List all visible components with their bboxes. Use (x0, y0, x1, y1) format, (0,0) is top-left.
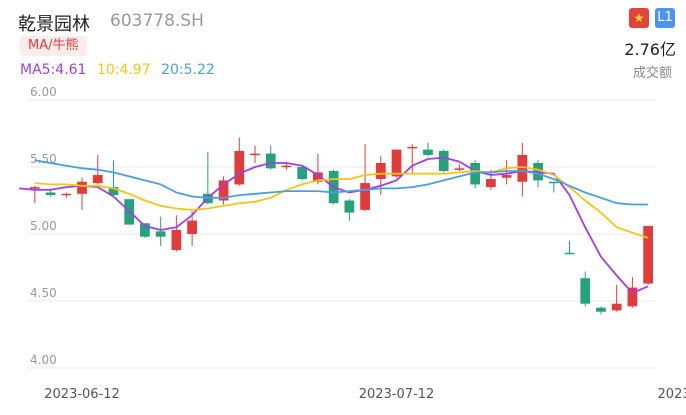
ma-legend: MA5:4.61 10:4.97 20:5.22 (20, 62, 221, 78)
candle-down (140, 223, 150, 237)
y-tick-label: 5.00 (30, 219, 57, 233)
candle-up (611, 303, 622, 311)
candle-up (407, 146, 418, 149)
candle-down (155, 231, 166, 237)
ma20-line (34, 159, 649, 206)
candle-up (61, 193, 72, 196)
candle-up (313, 172, 323, 182)
candle-down (564, 252, 575, 255)
candle-down (344, 200, 355, 213)
candle-down (438, 150, 449, 172)
candle-up (517, 154, 528, 182)
cn-flag-icon: ★ (629, 8, 649, 28)
candle-up (171, 229, 182, 251)
volume-value: 2.76亿 (624, 40, 676, 59)
x-tick-label: 2023-08-08 (658, 387, 686, 402)
x-tick-label: 2023-07-12 (359, 387, 435, 402)
volume-label: 成交额 (632, 66, 672, 81)
y-tick-label: 4.00 (30, 353, 57, 367)
candle-up (643, 225, 654, 284)
candle-down (548, 181, 559, 184)
candle-down (108, 187, 119, 196)
candle-down (423, 149, 433, 155)
stock-code: 603778.SH (110, 11, 204, 31)
candle-up (187, 220, 197, 234)
ma5-legend: MA5:4.61 (20, 62, 87, 78)
candle-up (486, 179, 496, 188)
candle-up (250, 153, 260, 156)
candle-down (297, 167, 308, 180)
level-badge[interactable]: L1 (655, 8, 675, 28)
ma10-line (34, 166, 649, 239)
candle-up (29, 187, 40, 189)
candle-up (375, 162, 386, 180)
candle-up (234, 150, 245, 185)
candle-up (391, 149, 402, 177)
y-tick-label: 4.50 (30, 286, 57, 300)
candle-down (265, 153, 276, 169)
candle-up (454, 168, 465, 170)
candle-up (92, 175, 103, 184)
x-tick-label: 2023-06-12 (44, 387, 120, 402)
y-tick-label: 6.00 (30, 85, 57, 99)
candle-up (77, 181, 87, 194)
candle-down (596, 307, 606, 312)
candle-down (45, 192, 56, 196)
candle-up (360, 183, 370, 210)
ma10-legend: 10:4.97 (96, 62, 151, 78)
stock-name: 乾景园林 (18, 14, 90, 35)
candle-up (218, 180, 229, 201)
candle-up (627, 287, 638, 307)
ma5-line (19, 156, 649, 294)
ma20-legend: 20:5.22 (161, 62, 215, 78)
candle-down (580, 278, 591, 304)
candle-up (281, 165, 292, 168)
candle-up (501, 175, 512, 178)
candle-down (470, 162, 481, 185)
indicator-toggle-button[interactable]: MA/牛熊 (20, 36, 87, 56)
